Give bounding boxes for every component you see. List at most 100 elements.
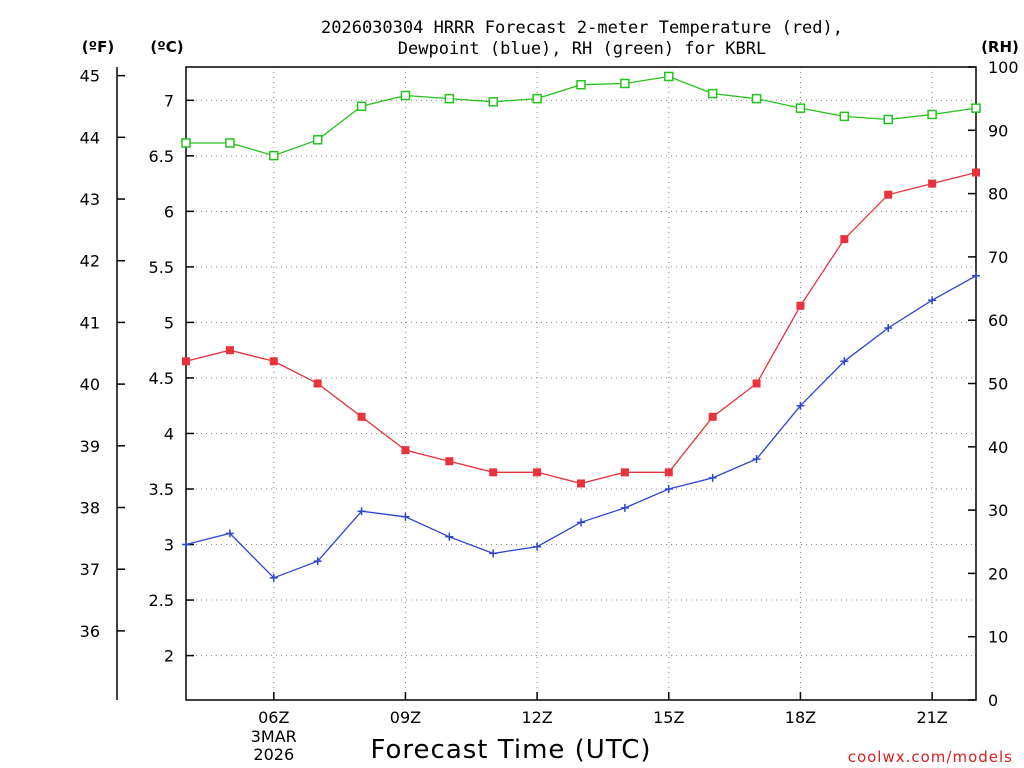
chart-title: 2026030304 HRRR Forecast 2-meter Tempera…	[321, 18, 843, 59]
rh-point	[839, 111, 850, 122]
x-tick-label: 12Z	[521, 708, 552, 727]
celsius-tick-label: 4	[164, 424, 174, 443]
temperature-point	[577, 479, 585, 488]
dewpoint-point	[972, 271, 980, 280]
temperature-point	[269, 357, 278, 366]
temperature-point	[620, 468, 629, 477]
dewpoint-point	[796, 401, 805, 410]
celsius-tick-label: 2.5	[149, 591, 174, 610]
celsius-tick-label: 6.5	[149, 147, 174, 166]
celsius-tick-label: 3.5	[149, 480, 174, 499]
rh-point	[664, 71, 674, 82]
dewpoint-point	[620, 503, 629, 512]
fahrenheit-tick-label: 39	[80, 437, 100, 456]
chart-title-line-2: Dewpoint (blue), RH (green) for KBRL	[398, 39, 766, 59]
temperature-point	[182, 357, 190, 366]
rh-point	[795, 103, 806, 113]
rh-series	[181, 71, 981, 161]
rh-point	[532, 93, 542, 104]
dewpoint-point	[752, 455, 761, 464]
x-date-label: 3MAR	[251, 727, 297, 746]
celsius-tick-label: 7	[164, 91, 174, 110]
temperature-point	[401, 446, 410, 455]
fahrenheit-tick-label: 38	[80, 499, 100, 518]
temperature-point	[489, 468, 498, 477]
rh-unit-label: (RH)	[981, 38, 1019, 56]
rh-tick-label: 10	[988, 628, 1008, 647]
fahrenheit-tick-label: 40	[80, 375, 100, 394]
fahrenheit-tick-label: 43	[80, 190, 100, 209]
dewpoint-point	[357, 507, 366, 516]
dewpoint-point	[225, 529, 234, 538]
rh-point	[576, 79, 586, 90]
rh-point	[400, 90, 411, 101]
temperature-point	[225, 346, 234, 355]
dewpoint-line	[185, 275, 977, 579]
axis-ticks: 2 2.5 3 3.5 4 4.5 5 5.5 6 6.5 7 36 37 38 39 40 41 42 43 44 4…	[80, 58, 1019, 764]
rh-point	[883, 114, 893, 125]
dewpoint-series	[182, 271, 980, 582]
rh-tick-label: 50	[988, 375, 1008, 394]
celsius-tick-label: 2	[164, 647, 174, 666]
credit-text: coolwx.com/models	[848, 748, 1013, 766]
dewpoint-point	[269, 573, 278, 582]
x-tick-label: 15Z	[653, 708, 684, 727]
temperature-point	[884, 190, 893, 199]
rh-tick-label: 60	[988, 311, 1008, 330]
temperature-point	[840, 235, 849, 244]
temperature-point	[972, 168, 980, 177]
rh-point	[927, 109, 937, 120]
dewpoint-point	[182, 540, 190, 549]
x-tick-label: 18Z	[785, 708, 816, 727]
temperature-point	[313, 379, 322, 388]
temperature-point	[533, 468, 542, 477]
rh-point	[751, 93, 762, 104]
temperature-point	[664, 468, 673, 477]
rh-tick-label: 70	[988, 248, 1008, 267]
temperature-point	[357, 412, 366, 421]
grid-lines	[186, 67, 976, 700]
rh-tick-label: 80	[988, 185, 1008, 204]
x-axis-title: Forecast Time (UTC)	[370, 735, 651, 765]
celsius-tick-label: 3	[164, 536, 174, 555]
rh-point	[971, 103, 981, 113]
celsius-tick-label: 5.5	[149, 258, 174, 277]
dewpoint-point	[445, 532, 454, 541]
dewpoint-point	[533, 542, 542, 551]
dewpoint-point	[840, 357, 849, 366]
celsius-tick-label: 5	[164, 313, 174, 332]
x-tick-label: 21Z	[916, 708, 947, 727]
rh-point	[444, 93, 455, 104]
dewpoint-point	[884, 323, 893, 332]
rh-tick-label: 40	[988, 438, 1008, 457]
dewpoint-point	[489, 549, 498, 558]
x-date-label: 2026	[253, 745, 294, 764]
rh-point	[620, 78, 630, 89]
rh-point	[707, 88, 718, 99]
fahrenheit-tick-label: 42	[80, 252, 100, 271]
x-tick-label: 06Z	[258, 708, 289, 727]
fahrenheit-unit-label: (ºF)	[82, 38, 114, 56]
plot-frame	[185, 66, 977, 701]
dewpoint-point	[664, 485, 673, 493]
temperature-line	[185, 171, 977, 485]
rh-tick-label: 0	[988, 691, 998, 710]
dewpoint-point	[401, 512, 410, 521]
temperature-series	[182, 168, 980, 488]
rh-tick-label: 30	[988, 501, 1008, 520]
celsius-unit-label: (ºC)	[150, 38, 183, 56]
dewpoint-point	[708, 473, 717, 482]
temperature-point	[445, 457, 454, 466]
axes	[116, 66, 977, 701]
temperature-point	[796, 301, 805, 310]
rh-point	[181, 138, 191, 148]
rh-point	[356, 101, 367, 111]
fahrenheit-tick-label: 45	[80, 67, 100, 86]
x-tick-label: 09Z	[390, 708, 421, 727]
celsius-tick-label: 6	[164, 202, 174, 221]
temperature-point	[708, 412, 717, 421]
dewpoint-point	[928, 296, 937, 305]
chart-title-line-1: 2026030304 HRRR Forecast 2-meter Tempera…	[321, 18, 843, 38]
temperature-point	[752, 379, 761, 388]
